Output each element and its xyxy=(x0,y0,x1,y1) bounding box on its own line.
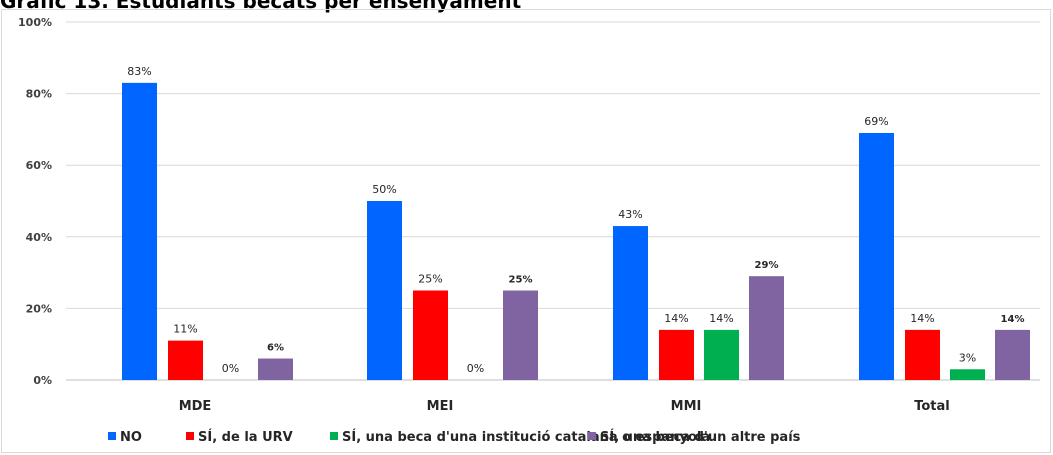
data-label: 69% xyxy=(864,115,888,128)
y-tick-label: 0% xyxy=(33,374,52,387)
legend-label: SÍ, de la URV xyxy=(198,429,293,445)
data-label: 14% xyxy=(709,312,733,325)
legend-swatch xyxy=(186,432,194,440)
legend-label: SÍ, una beca d'una institució catalana o… xyxy=(342,429,710,445)
bar xyxy=(859,132,894,380)
data-label: 0% xyxy=(467,362,484,375)
data-labels: 83% 50% 43% 69% 11% 25% 14% 14% 0% 0% 14% 3% 6% 25% 29… xyxy=(127,65,1024,375)
legend-label: SÍ, una beca d'un altre país xyxy=(600,429,801,445)
chart-frame xyxy=(1,9,1051,453)
data-label: 14% xyxy=(664,312,688,325)
bar xyxy=(503,290,538,380)
bar xyxy=(905,329,940,380)
data-label: 6% xyxy=(267,343,284,354)
data-label: 14% xyxy=(1001,314,1025,325)
bar xyxy=(168,340,203,380)
gridlines xyxy=(66,21,1040,381)
data-label: 25% xyxy=(509,275,533,286)
y-axis: 0% 20% 40% 60% 80% 100% xyxy=(18,16,52,387)
data-label: 25% xyxy=(418,273,442,286)
data-label: 43% xyxy=(618,208,642,221)
data-label: 11% xyxy=(173,323,197,336)
bar xyxy=(995,329,1030,380)
legend-swatch xyxy=(108,432,116,440)
legend: NO SÍ, de la URV SÍ, una beca d'una instit… xyxy=(108,429,801,445)
data-label: 0% xyxy=(222,362,239,375)
bar xyxy=(122,82,157,381)
data-label: 3% xyxy=(959,351,976,364)
bar xyxy=(613,226,648,380)
bar xyxy=(367,201,402,380)
bar xyxy=(950,369,985,380)
y-tick-label: 60% xyxy=(26,159,52,172)
y-tick-label: 20% xyxy=(26,302,52,315)
bar xyxy=(659,329,694,380)
x-tick-label: MEI xyxy=(427,399,454,414)
data-label: 83% xyxy=(127,65,151,78)
x-axis: MDE MEI MMI Total xyxy=(179,399,950,414)
data-label: 14% xyxy=(910,312,934,325)
bar xyxy=(749,276,784,380)
bar xyxy=(258,358,293,380)
x-tick-label: MMI xyxy=(671,399,702,414)
bars xyxy=(122,82,1030,381)
bar xyxy=(704,329,739,380)
x-tick-label: Total xyxy=(914,399,950,414)
data-label: 29% xyxy=(755,260,779,271)
y-tick-label: 100% xyxy=(18,16,52,29)
x-tick-label: MDE xyxy=(179,399,212,414)
legend-swatch xyxy=(588,432,596,440)
bar xyxy=(413,290,448,380)
data-label: 50% xyxy=(372,183,396,196)
legend-swatch xyxy=(330,432,338,440)
y-tick-label: 40% xyxy=(26,231,52,244)
y-tick-label: 80% xyxy=(26,88,52,101)
legend-label: NO xyxy=(120,430,142,445)
